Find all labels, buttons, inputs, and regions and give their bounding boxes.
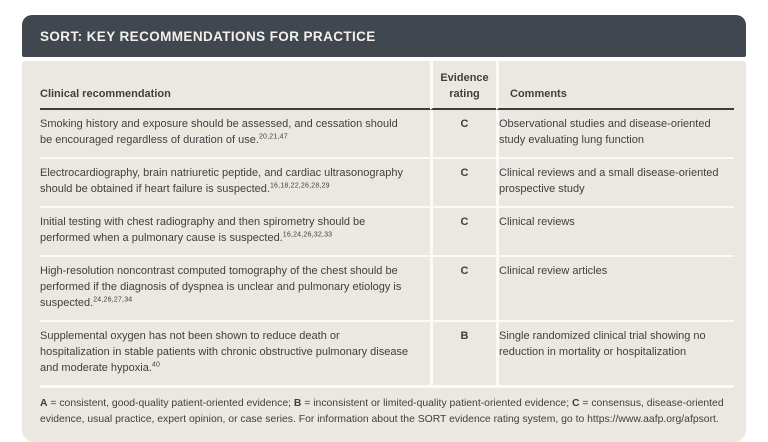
evidence-rating-value: C [430,206,496,255]
recommendation-text: Smoking history and exposure should be a… [40,118,398,146]
sort-table: Clinical recommendation Evidence rating … [40,61,734,430]
recommendation-cell: Initial testing with chest radiography a… [40,206,430,255]
recommendation-cell: Electrocardiography, brain natriuretic p… [40,157,430,206]
evidence-grade-letter: A [40,398,48,409]
comment-cell: Clinical review articles [496,255,734,320]
evidence-rating-value: C [430,110,496,157]
table-title-bar: SORT: KEY RECOMMENDATIONS FOR PRACTICE [22,15,746,57]
evidence-rating-value: B [430,320,496,385]
recommendation-text: Electrocardiography, brain natriuretic p… [40,167,404,195]
recommendation-text: Supplemental oxygen has not been shown t… [40,330,409,374]
evidence-rating-value: C [430,157,496,206]
reference-numbers: 16,18,22,26,28,29 [269,182,330,190]
reference-numbers: 20,21,47 [258,133,288,141]
sort-table-card: SORT: KEY RECOMMENDATIONS FOR PRACTICE C… [22,15,746,442]
evidence-grade-letter: C [571,398,580,409]
recommendation-cell: Smoking history and exposure should be a… [40,110,430,157]
comment-cell: Clinical reviews [496,206,734,255]
evidence-grade-letter: B [293,398,302,409]
footnote-text: = inconsistent or limited-quality patien… [301,398,572,409]
reference-numbers: 24,26,27,34 [93,296,133,304]
reference-numbers: 40 [151,361,161,369]
table-title: SORT: KEY RECOMMENDATIONS FOR PRACTICE [40,28,376,44]
reference-numbers: 16,24,26,32,33 [282,231,333,239]
comment-cell: Observational studies and disease-orient… [496,110,734,157]
recommendation-cell: High-resolution noncontrast computed tom… [40,255,430,320]
comment-cell: Single randomized clinical trial showing… [496,320,734,385]
evidence-rating-value: C [430,255,496,320]
column-header-comments: Comments [496,61,734,110]
recommendation-cell: Supplemental oxygen has not been shown t… [40,320,430,385]
page: SORT: KEY RECOMMENDATIONS FOR PRACTICE C… [22,15,746,442]
comment-cell: Clinical reviews and a small disease-ori… [496,157,734,206]
column-header-clinical-recommendation: Clinical recommendation [40,61,430,110]
table-body: Clinical recommendation Evidence rating … [22,61,746,442]
column-header-evidence-rating: Evidence rating [430,61,496,110]
recommendation-text: High-resolution noncontrast computed tom… [40,265,402,309]
footnote-text: = consistent, good-quality patient-orien… [47,398,294,409]
recommendation-text: Initial testing with chest radiography a… [40,216,366,244]
